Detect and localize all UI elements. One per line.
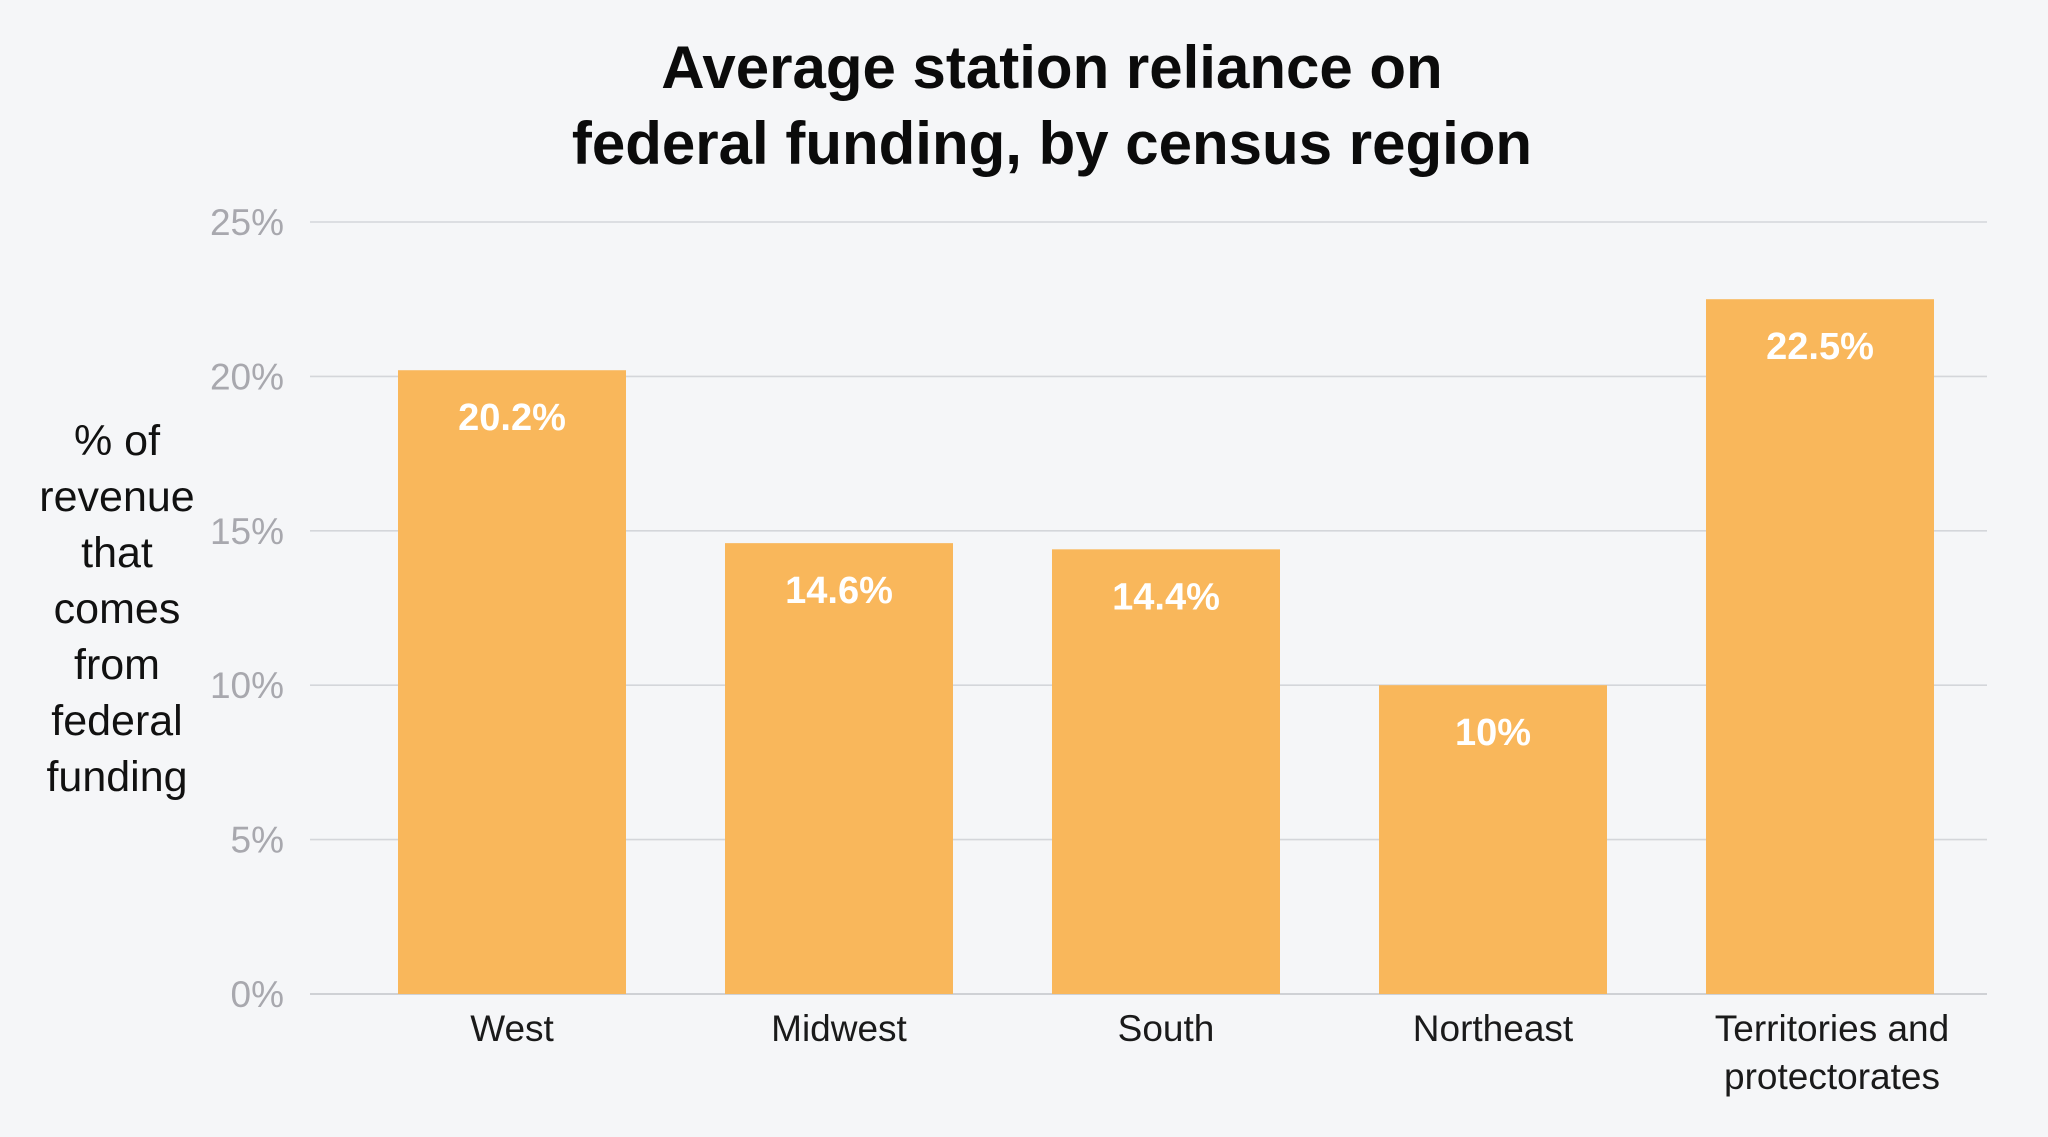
bar-value-label: 10% xyxy=(1455,712,1531,754)
bar-value-label: 14.6% xyxy=(785,570,893,612)
x-category-label: West xyxy=(470,1008,554,1049)
bar xyxy=(725,543,953,994)
bar-value-label: 22.5% xyxy=(1766,326,1874,368)
x-category-label: protectorates xyxy=(1724,1056,1940,1097)
bar xyxy=(398,370,626,994)
bar xyxy=(1052,549,1280,994)
y-axis-label-line: comes xyxy=(54,585,181,633)
y-axis-label-line: % of xyxy=(74,417,161,465)
y-axis-label-line: federal xyxy=(51,697,182,745)
bar-value-label: 20.2% xyxy=(458,397,566,439)
bars xyxy=(398,299,1934,994)
bar-value-label: 14.4% xyxy=(1112,576,1220,618)
x-category-label: Midwest xyxy=(771,1008,907,1049)
data-labels: 20.2% 14.6% 14.4% 10% 22.5% xyxy=(458,326,1874,754)
y-axis-label-line: from xyxy=(74,641,160,689)
y-axis-label: % of revenue that comes from federal funding xyxy=(39,417,194,801)
y-axis-label-line: revenue xyxy=(39,473,194,521)
x-axis-categories: West Midwest South Northeast Territories and… xyxy=(470,1008,1949,1097)
x-category-label: Territories and xyxy=(1715,1008,1949,1049)
y-axis-ticks: 0% 5% 10% 15% 20% 25% xyxy=(210,202,284,1015)
y-tick-label: 20% xyxy=(210,356,284,397)
chart-title-line: federal funding, by census region xyxy=(572,110,1532,177)
chart-title-line: Average station reliance on xyxy=(661,34,1442,101)
y-tick-label: 15% xyxy=(210,511,284,552)
y-axis-label-line: that xyxy=(81,529,153,577)
x-category-label: Northeast xyxy=(1413,1008,1574,1049)
y-tick-label: 25% xyxy=(210,202,284,243)
bar xyxy=(1706,299,1934,994)
chart-title: Average station reliance on federal fundi… xyxy=(572,34,1532,177)
y-tick-label: 0% xyxy=(231,974,284,1015)
x-category-label: South xyxy=(1118,1008,1215,1049)
y-tick-label: 5% xyxy=(231,820,284,861)
y-axis-label-line: funding xyxy=(46,753,187,801)
bar xyxy=(1379,685,1607,994)
y-tick-label: 10% xyxy=(210,665,284,706)
